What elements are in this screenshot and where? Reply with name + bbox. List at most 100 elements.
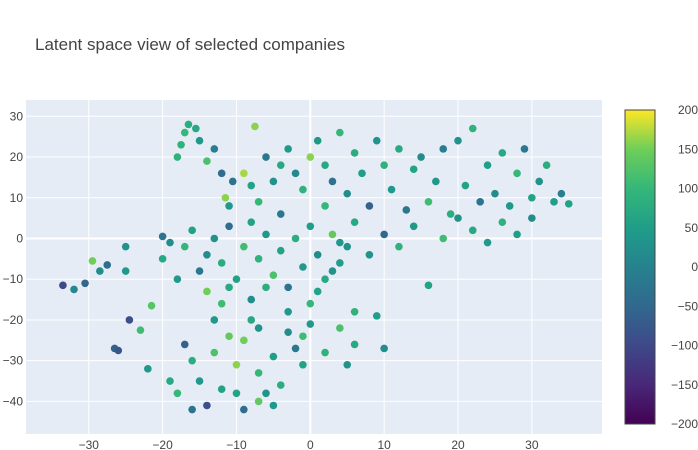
data-point <box>424 281 433 290</box>
data-point <box>180 340 189 349</box>
data-points <box>59 120 573 414</box>
data-point <box>180 128 189 137</box>
data-point <box>358 169 366 178</box>
data-point <box>365 250 374 259</box>
data-point <box>121 267 130 275</box>
data-point <box>343 189 352 198</box>
data-point <box>291 169 300 178</box>
data-point <box>147 301 156 310</box>
data-point <box>343 360 352 369</box>
data-point <box>498 149 507 157</box>
colorbar-tick-label: 50 <box>685 221 698 235</box>
data-point <box>454 136 462 145</box>
data-point <box>439 145 448 153</box>
data-point <box>343 242 352 251</box>
data-point <box>195 136 204 145</box>
data-point <box>240 169 248 178</box>
data-point <box>284 283 292 292</box>
x-axis-ticks: −30 −20 −10 0 10 20 30 <box>79 438 539 450</box>
data-point <box>262 389 270 398</box>
data-point <box>232 275 241 284</box>
data-point <box>284 145 292 153</box>
data-point <box>380 161 388 169</box>
data-point <box>210 234 219 243</box>
y-axis-ticks: −40 −30 −20 −10 0 10 20 30 <box>3 109 24 408</box>
data-point <box>251 122 259 131</box>
data-point <box>417 153 425 161</box>
colorbar <box>624 109 656 425</box>
y-tick-label: −30 <box>3 354 24 368</box>
data-point <box>513 169 521 178</box>
data-point <box>513 230 521 239</box>
data-point <box>225 283 233 292</box>
data-point <box>254 397 263 406</box>
data-point <box>96 267 104 275</box>
data-point <box>454 214 462 222</box>
data-point <box>192 124 200 133</box>
data-point <box>550 198 558 206</box>
data-point <box>247 316 256 324</box>
data-point <box>254 255 263 263</box>
data-point <box>203 401 211 410</box>
data-point <box>166 377 174 385</box>
data-point <box>402 206 411 214</box>
data-point <box>483 238 492 247</box>
data-point <box>291 344 300 353</box>
colorbar-tick-label: −200 <box>671 417 698 431</box>
data-point <box>217 299 226 308</box>
data-point <box>291 234 300 243</box>
data-point <box>321 161 329 169</box>
data-point <box>380 230 388 239</box>
data-point <box>210 145 219 153</box>
data-point <box>217 385 226 393</box>
data-point <box>564 200 573 208</box>
data-point <box>269 177 278 186</box>
data-point <box>299 332 307 341</box>
data-point <box>247 295 256 304</box>
data-point <box>177 141 185 149</box>
data-point <box>195 377 204 385</box>
x-tick-label: −20 <box>152 438 173 450</box>
data-point <box>461 181 470 190</box>
data-point <box>240 242 248 251</box>
x-tick-label: −10 <box>226 438 247 450</box>
chart-title: Latent space view of selected companies <box>35 35 345 54</box>
data-point <box>203 250 211 259</box>
data-point <box>365 202 374 210</box>
data-point <box>476 198 484 206</box>
data-point <box>269 401 278 410</box>
data-point <box>542 161 551 169</box>
data-point <box>247 218 256 226</box>
colorbar-tick-label: 150 <box>678 142 698 156</box>
data-point <box>254 198 263 206</box>
data-point <box>520 145 529 153</box>
data-point <box>240 405 248 414</box>
data-point <box>395 145 403 153</box>
data-point <box>173 275 182 284</box>
data-point <box>269 352 278 361</box>
data-point <box>144 365 152 373</box>
data-point <box>81 279 89 288</box>
y-tick-label: 10 <box>10 191 24 205</box>
data-point <box>217 169 226 178</box>
data-point <box>491 189 499 198</box>
data-point <box>299 360 307 369</box>
data-point <box>350 340 359 349</box>
data-point <box>313 136 322 145</box>
data-point <box>158 255 167 263</box>
data-point <box>372 136 381 145</box>
data-point <box>306 320 315 328</box>
data-point <box>350 149 359 157</box>
data-point <box>225 202 233 210</box>
data-point <box>184 120 193 129</box>
data-point <box>483 161 492 169</box>
data-point <box>254 324 263 332</box>
y-tick-label: 20 <box>10 150 24 164</box>
data-point <box>439 234 448 243</box>
data-point <box>203 157 211 165</box>
data-point <box>125 316 134 324</box>
data-point <box>254 369 263 377</box>
data-point <box>188 226 196 235</box>
